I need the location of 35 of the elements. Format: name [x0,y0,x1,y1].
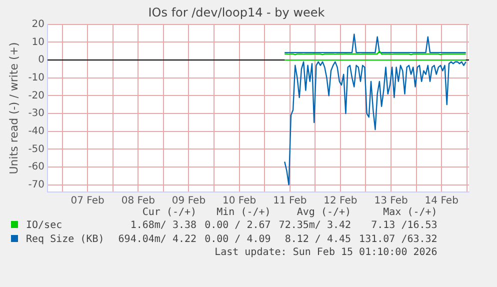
x-tick-label: 09 Feb [172,196,206,207]
y-tick-label: -20 [28,90,45,102]
legend-label: IO/sec [25,219,64,233]
x-tick-label: 08 Feb [121,196,155,207]
legend-label: Req Size (KB) [25,233,106,247]
x-tick-label: 14 Feb [424,196,458,207]
x-tick-label: 10 Feb [222,196,256,207]
text: Max (-/+) [382,207,438,219]
text: 1.68m/ 3.38 [129,219,197,233]
y-tick-label: -30 [28,108,45,120]
y-tick-label: -70 [28,179,45,190]
y-tick-label: -10 [28,72,45,84]
text: 0.00 / 2.67 [204,219,271,233]
y-tick-label: -40 [28,126,45,137]
text: 72.35m/ 3.42 [278,219,352,233]
y-axis-title: Units read (-) / write (+) [7,42,20,174]
y-tick-label: -60 [28,162,45,173]
y-tick-label: 20 [32,18,45,30]
y-tick-label: 10 [32,36,45,48]
text: 131.07 /63.32 [358,233,438,247]
chart-title: IOs for /dev/loop14 - by week [148,5,325,20]
y-tick-label: -50 [28,144,45,155]
text: Last update: Sun Feb 15 01:10:00 2026 [214,247,438,259]
x-tick-label: 13 Feb [374,196,408,207]
y-tick-label: 0 [38,54,45,66]
text: 8.12 / 4.45 [284,233,352,247]
x-tick-label: 12 Feb [324,196,358,207]
x-tick-label: 07 Feb [70,196,104,207]
text: 0.00 / 4.09 [204,233,271,247]
x-tick-label: 11 Feb [273,196,307,207]
text: Min (-/+) [216,207,271,219]
text: Cur (-/+) [141,207,197,219]
text: Avg (-/+) [296,207,352,219]
text: 694.04m/ 4.22 [117,233,197,247]
text: 7.13 /16.53 [370,219,438,233]
